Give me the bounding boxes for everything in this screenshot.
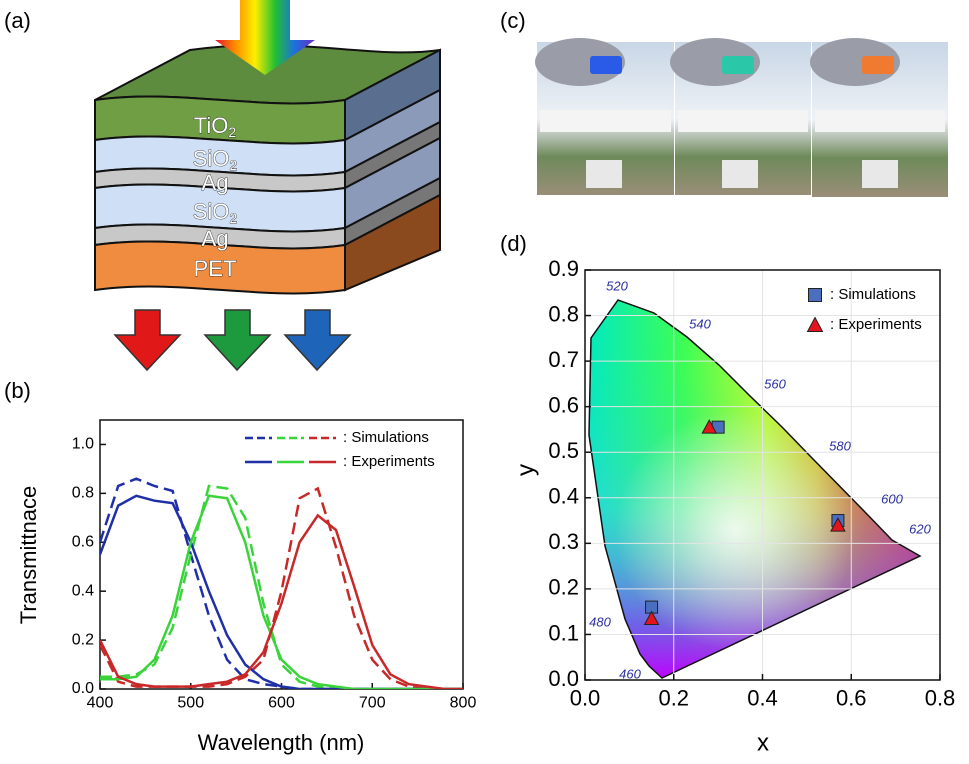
layer-subscript: 2 [229, 157, 237, 173]
stack-diagram [94, 0, 441, 372]
y-tick-label: 1.0 [72, 436, 94, 453]
chart: 0.0 0.2 0.4 0.6 0.8 0.0 0.1 0.2 0.3 0.4 0.5 0.6 0.7 0… [512, 256, 955, 757]
wavelength-label: 560 [764, 376, 786, 391]
y-tick-label: 0.6 [548, 392, 579, 417]
photos [535, 38, 948, 197]
x-axis-label: Wavelength (nm) [198, 730, 365, 755]
cie-locus [589, 300, 920, 678]
panel-label: (d) [500, 231, 527, 256]
y-tick-label: 0.8 [548, 301, 579, 326]
layer-subscript: 2 [229, 210, 237, 226]
x-tick-label: 600 [268, 695, 295, 712]
y-tick-label: 0.2 [548, 575, 579, 600]
x-tick-label: 500 [177, 695, 204, 712]
y-tick-label: 0.6 [72, 533, 94, 550]
layer-label: TiO2 [194, 113, 237, 140]
layer-label: SiO2 [193, 199, 238, 226]
marker-triangle [701, 419, 718, 434]
y-axis-label: y [512, 464, 539, 476]
y-tick-label: 0.2 [72, 631, 94, 648]
chart: 400 500 600 700 800 0.0 0.2 0.4 0.6 0.8 1.0 Wavelen… [16, 419, 477, 755]
marker-triangle [806, 316, 824, 332]
x-tick-label: 700 [359, 695, 386, 712]
series-line [100, 494, 463, 689]
layer-name: SiO [193, 146, 230, 171]
wavelength-label: 580 [829, 438, 851, 453]
wavelength-label: 520 [606, 278, 628, 293]
y-tick-label: 0.3 [548, 529, 579, 554]
x-tick-label: 0.0 [570, 686, 601, 711]
layer-subscript: 2 [228, 124, 236, 140]
series-line [100, 513, 463, 689]
x-tick-label: 400 [87, 695, 114, 712]
layer-name: SiO [193, 199, 230, 224]
y-tick-label: 0.5 [548, 438, 579, 463]
layer-label: Ag [202, 226, 229, 251]
y-tick-label: 0.0 [72, 680, 94, 697]
marker-square [808, 288, 822, 302]
panel-label: (b) [4, 378, 31, 403]
y-tick-label: 0.4 [72, 582, 94, 599]
wavelength-label: 460 [619, 666, 641, 681]
layer-label: SiO2 [193, 146, 238, 173]
wavelength-label: 480 [589, 614, 611, 629]
x-tick-label: 800 [450, 695, 477, 712]
y-tick-label: 0.4 [548, 484, 579, 509]
marker-triangle [643, 610, 660, 625]
y-tick-label: 0.1 [548, 620, 579, 645]
legend-label: : Simulations [830, 286, 916, 303]
legend-label: : Experiments [830, 316, 922, 333]
y-tick-label: 0.7 [548, 347, 579, 372]
layer-label: PET [194, 256, 237, 281]
layer-name: PET [194, 256, 237, 281]
y-axis-label: Transmittnace [16, 486, 41, 625]
wavelength-label: 620 [909, 521, 931, 536]
x-tick-label: 0.8 [925, 686, 956, 711]
legend-label: : Simulations [343, 429, 429, 446]
x-tick-label: 0.4 [747, 686, 778, 711]
x-tick-label: 0.6 [836, 686, 867, 711]
y-tick-label: 0.0 [548, 666, 579, 691]
layer-name: TiO [194, 113, 229, 138]
locus-outline [588, 299, 922, 679]
series-line [100, 494, 463, 689]
layer-name: Ag [202, 170, 229, 195]
y-tick-label: 0.8 [72, 485, 94, 502]
panel-label: (a) [4, 8, 31, 33]
legend-label: : Experiments [343, 453, 435, 470]
wavelength-label: 540 [689, 316, 711, 331]
marker-triangle [830, 517, 846, 532]
layer-label: Ag [202, 170, 229, 195]
y-tick-label: 0.9 [548, 256, 579, 281]
panel-label: (c) [500, 8, 526, 33]
x-tick-label: 0.2 [658, 686, 689, 711]
layer-name: Ag [202, 226, 229, 251]
wavelength-label: 600 [881, 491, 903, 506]
x-axis-label: x [757, 729, 769, 756]
